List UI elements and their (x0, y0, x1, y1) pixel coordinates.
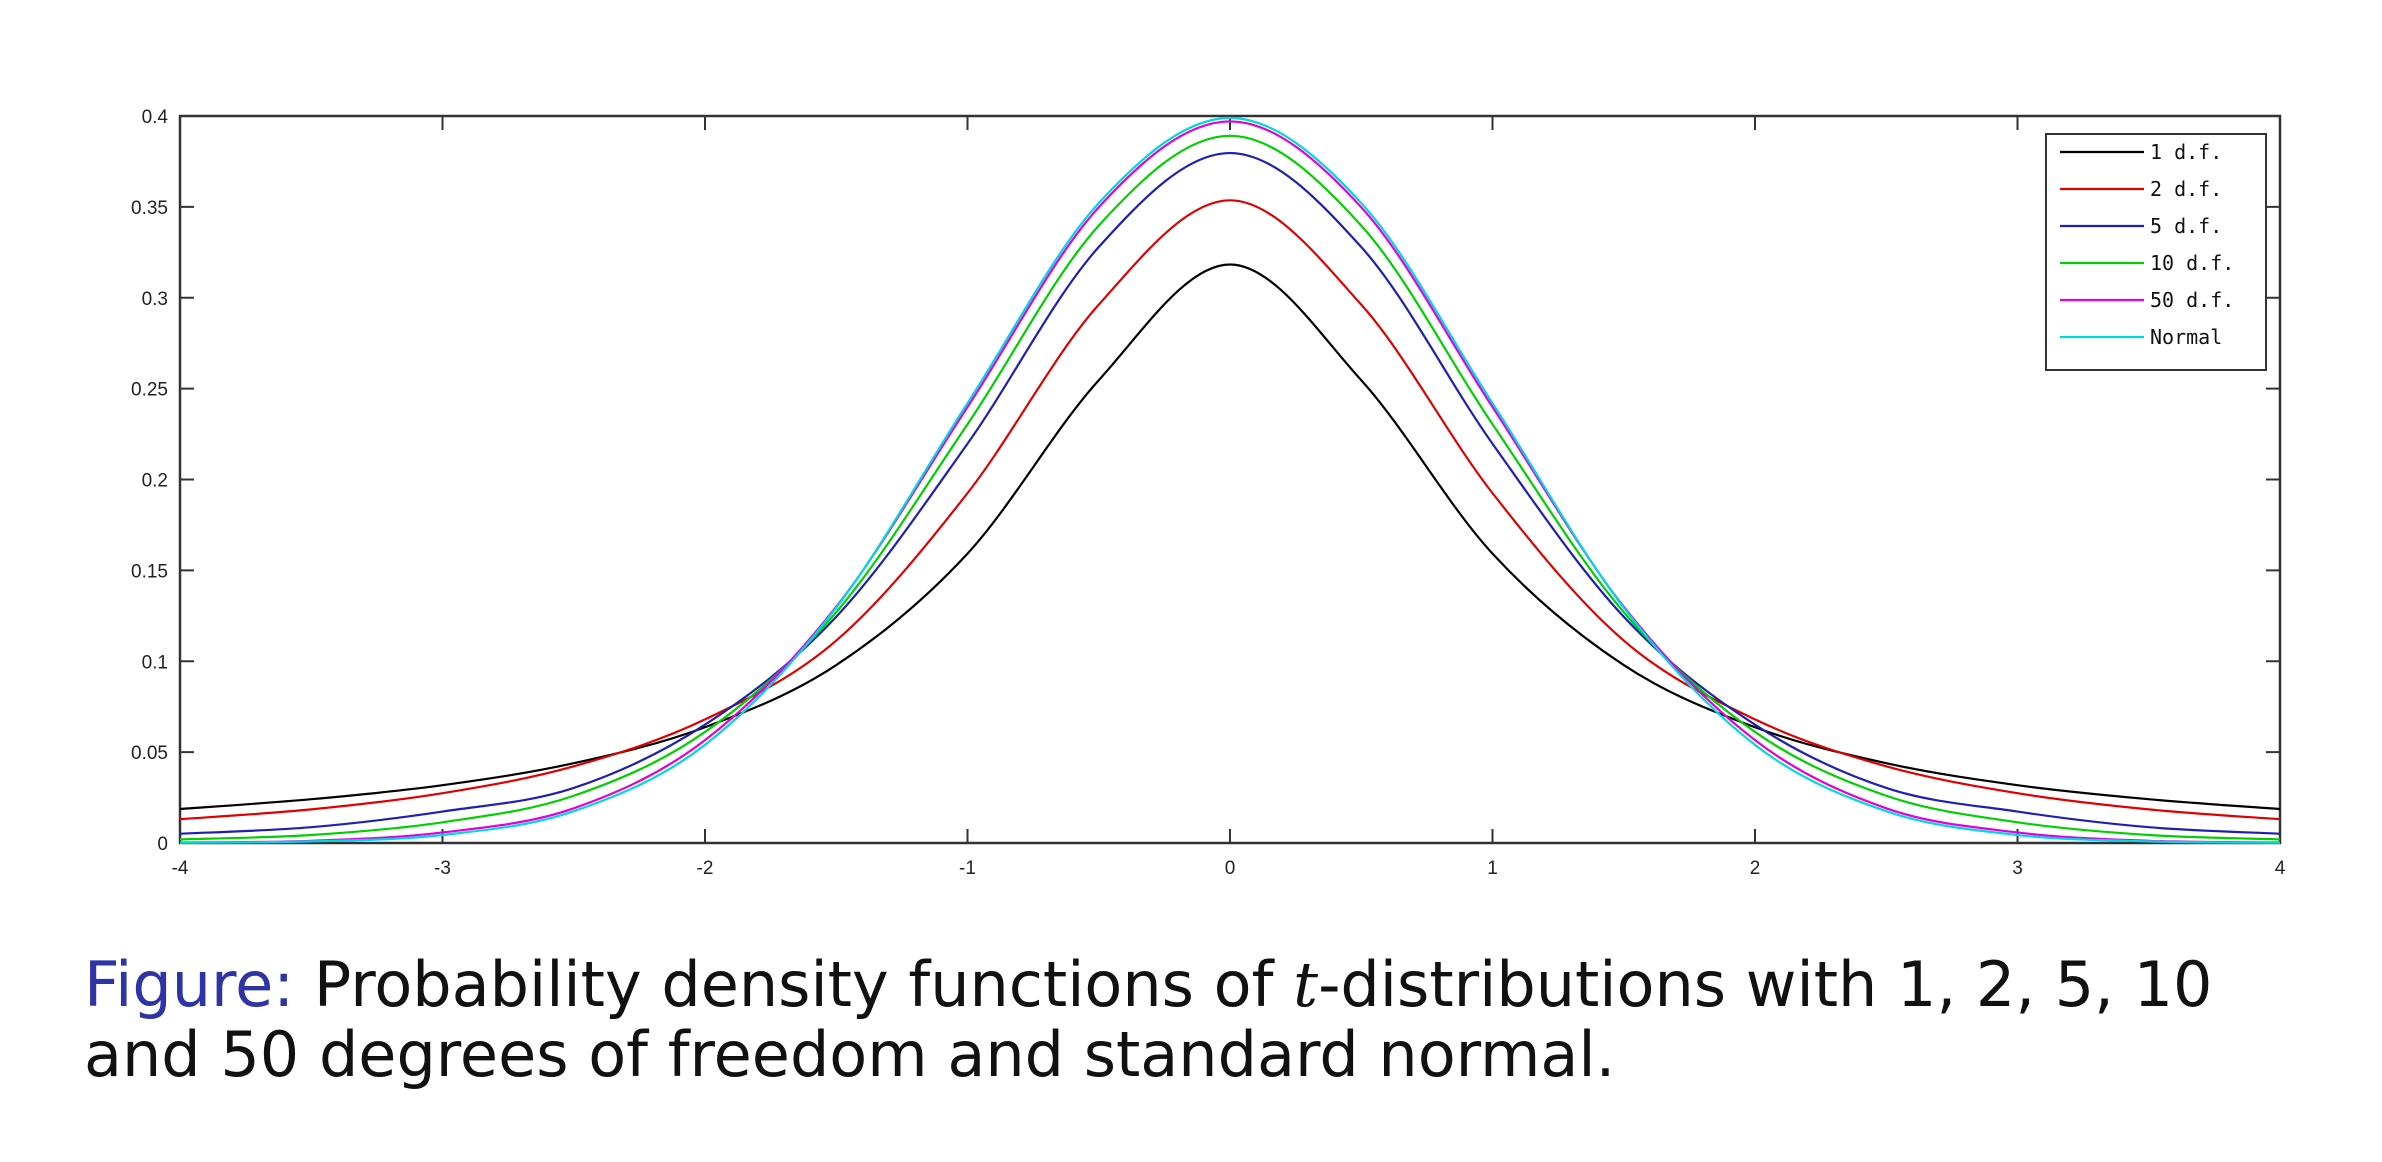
series-line-4 (179, 120, 2281, 844)
series-lines (179, 116, 2281, 844)
y-tick-label: 0.2 (142, 471, 168, 492)
legend-label: 5 d.f. (2150, 214, 2222, 238)
y-tick-label: 0.05 (131, 743, 168, 764)
caption-variable: t (1293, 948, 1319, 1021)
y-tick-label: 0 (157, 834, 168, 855)
legend: 1 d.f. 2 d.f. 5 d.f. 10 d.f. 50 d.f. Normal (2045, 133, 2267, 371)
series-line-3 (179, 134, 2281, 841)
plot-area (178, 114, 2282, 845)
series-line-5 (179, 116, 2281, 844)
y-tick-label: 0.4 (142, 107, 169, 128)
y-tick-label: 0.35 (131, 198, 168, 219)
x-tick-label: -3 (434, 858, 451, 879)
x-tick-label: 2 (1750, 858, 1761, 879)
y-tick-label: 0.1 (142, 652, 168, 673)
figure-caption: Figure: Probability density functions of… (84, 950, 2344, 1090)
x-tick-label: 3 (2012, 858, 2023, 879)
x-tick-label: -2 (697, 858, 714, 879)
legend-label: 10 d.f. (2150, 251, 2234, 275)
caption-text-before: Probability density functions of (294, 948, 1294, 1021)
series-line-1 (179, 199, 2281, 821)
caption-label: Figure: (84, 948, 295, 1021)
axis-ticks: -4 -3 -2 -1 0 1 2 3 4 0 0.05 0.1 0.15 0.2 0.25 0.3 0.35 0… (131, 107, 2286, 879)
y-tick-label: 0.3 (142, 289, 168, 310)
caption-text-after: -distributions with 1, 2, 5, 10 and 50 d… (84, 948, 2213, 1091)
t-distribution-chart: -4 -3 -2 -1 0 1 2 3 4 0 0.05 0.1 0.15 0.2 0.25 0.3 0.35 0… (131, 107, 2286, 879)
legend-box (2045, 133, 2267, 371)
x-tick-label: 4 (2275, 858, 2286, 879)
series-line-0 (179, 263, 2281, 811)
y-tick-label: 0.15 (131, 561, 168, 582)
series-line-2 (179, 151, 2281, 835)
x-tick-label: -4 (172, 858, 189, 879)
legend-label: Normal (2150, 325, 2222, 349)
legend-label: 1 d.f. (2150, 140, 2222, 164)
x-tick-label: 1 (1487, 858, 1498, 879)
x-tick-label: 0 (1225, 858, 1236, 879)
y-tick-label: 0.25 (131, 380, 168, 401)
x-tick-label: -1 (959, 858, 976, 879)
legend-label: 50 d.f. (2150, 288, 2234, 312)
legend-label: 2 d.f. (2150, 177, 2222, 201)
